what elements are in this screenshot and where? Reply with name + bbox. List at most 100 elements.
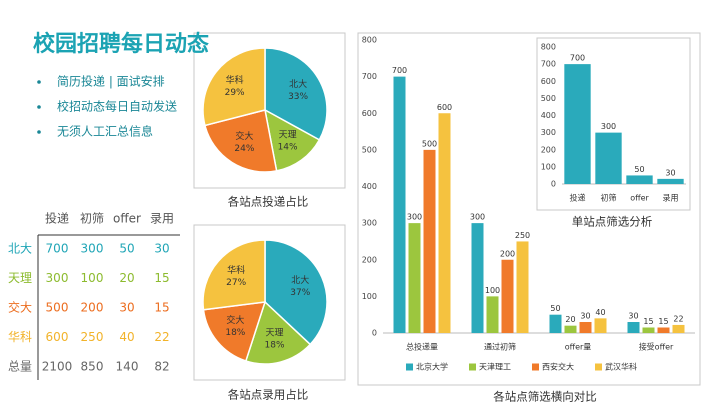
slice-label: 交大 <box>235 130 253 142</box>
slice-value: 24% <box>234 144 254 154</box>
bar <box>516 241 529 333</box>
legend-swatch <box>469 363 476 371</box>
table-cell: 15 <box>154 301 169 315</box>
table-cell: 30 <box>119 301 134 315</box>
bar <box>501 259 514 333</box>
y-tick-label: 200 <box>362 255 377 264</box>
chart-title: 单站点筛选分析 <box>572 215 653 229</box>
value-label: 300 <box>470 213 485 222</box>
row-label: 华科 <box>8 330 32 344</box>
slice-value: 18% <box>225 328 245 338</box>
slice-label: 北大 <box>291 274 309 286</box>
table-cell: 22 <box>154 330 169 344</box>
bar <box>564 325 577 333</box>
pie-slice <box>264 239 328 346</box>
value-label: 15 <box>658 317 668 326</box>
slice-label: 华科 <box>226 74 244 86</box>
table-header: 初筛 <box>80 211 104 226</box>
x-tick-label: 初筛 <box>601 193 617 203</box>
table-cell: 300 <box>81 242 104 256</box>
table-cell: 82 <box>154 360 169 374</box>
table-cell: 50 <box>119 242 134 256</box>
legend-swatch <box>595 363 602 371</box>
value-label: 300 <box>601 122 616 131</box>
legend-swatch <box>532 363 539 371</box>
y-tick-label: 800 <box>362 36 377 45</box>
value-label: 500 <box>422 139 437 148</box>
value-label: 300 <box>407 213 422 222</box>
y-tick-label: 300 <box>541 128 556 137</box>
y-tick-label: 600 <box>362 109 377 118</box>
bar <box>595 132 622 184</box>
legend-label: 北京大学 <box>416 362 448 372</box>
slice-value: 29% <box>225 88 245 98</box>
bullet-text: 简历投递 | 面试安排 <box>57 74 165 89</box>
x-tick-label: offer <box>630 194 649 203</box>
bar <box>408 223 421 333</box>
table-cell: 2100 <box>42 360 73 374</box>
bar <box>438 113 451 333</box>
value-label: 250 <box>515 231 530 240</box>
y-tick-label: 0 <box>372 329 377 338</box>
value-label: 100 <box>485 286 500 295</box>
bullet-text: 无须人工汇总信息 <box>57 124 153 139</box>
value-label: 600 <box>437 103 452 112</box>
bullet-dot <box>37 80 41 84</box>
table-cell: 250 <box>81 330 104 344</box>
table-cell: 500 <box>46 301 69 315</box>
y-tick-label: 500 <box>362 145 377 154</box>
slice-label: 交大 <box>226 314 244 326</box>
x-tick-label: 接受offer <box>639 342 674 352</box>
value-label: 700 <box>392 66 407 75</box>
bar <box>549 314 562 333</box>
bullet-dot <box>37 130 41 134</box>
pie-slice <box>264 47 328 141</box>
legend-label: 武汉华科 <box>605 362 637 372</box>
y-tick-label: 400 <box>362 182 377 191</box>
bar <box>626 175 653 184</box>
table-cell: 850 <box>81 360 104 374</box>
bullet-dot <box>37 105 41 109</box>
value-label: 30 <box>628 312 638 321</box>
y-tick-label: 500 <box>541 94 556 103</box>
pie-slice <box>244 300 312 365</box>
pie-slice <box>202 301 267 362</box>
row-label: 交大 <box>8 300 32 315</box>
y-tick-label: 700 <box>362 72 377 81</box>
pie-slice <box>202 47 266 127</box>
y-tick-label: 600 <box>541 77 556 86</box>
x-tick-label: 通过初筛 <box>484 342 516 352</box>
slice-label: 天理 <box>266 328 284 339</box>
page-title: 校园招聘每日动态 <box>33 31 209 57</box>
bar <box>579 322 592 333</box>
table-cell: 300 <box>46 271 69 285</box>
slice-value: 18% <box>265 341 285 351</box>
y-tick-label: 800 <box>541 43 556 52</box>
value-label: 22 <box>673 314 683 323</box>
y-tick-label: 200 <box>541 145 556 154</box>
slice-label: 北大 <box>289 78 307 90</box>
table-cell: 30 <box>154 242 169 256</box>
y-tick-label: 400 <box>541 111 556 120</box>
bar <box>627 322 640 333</box>
table-header: offer <box>113 212 141 226</box>
chart-title: 各站点录用占比 <box>228 388 309 402</box>
table-cell: 700 <box>46 242 69 256</box>
x-tick-label: 录用 <box>663 194 679 203</box>
bar <box>594 318 607 333</box>
value-label: 700 <box>570 54 585 63</box>
bar <box>642 327 655 333</box>
value-label: 50 <box>634 165 644 174</box>
bar <box>564 64 591 184</box>
slice-value: 33% <box>288 92 308 102</box>
pie-slice <box>204 109 278 173</box>
bar <box>486 296 499 333</box>
chart-title: 各站点筛选横向对比 <box>493 390 597 404</box>
bar <box>657 327 670 333</box>
y-tick-label: 0 <box>551 180 556 189</box>
table-header: 录用 <box>150 212 174 226</box>
legend-swatch <box>406 363 413 371</box>
x-tick-label: 总投递量 <box>406 342 438 352</box>
slice-value: 27% <box>226 278 246 288</box>
y-tick-label: 100 <box>362 292 377 301</box>
